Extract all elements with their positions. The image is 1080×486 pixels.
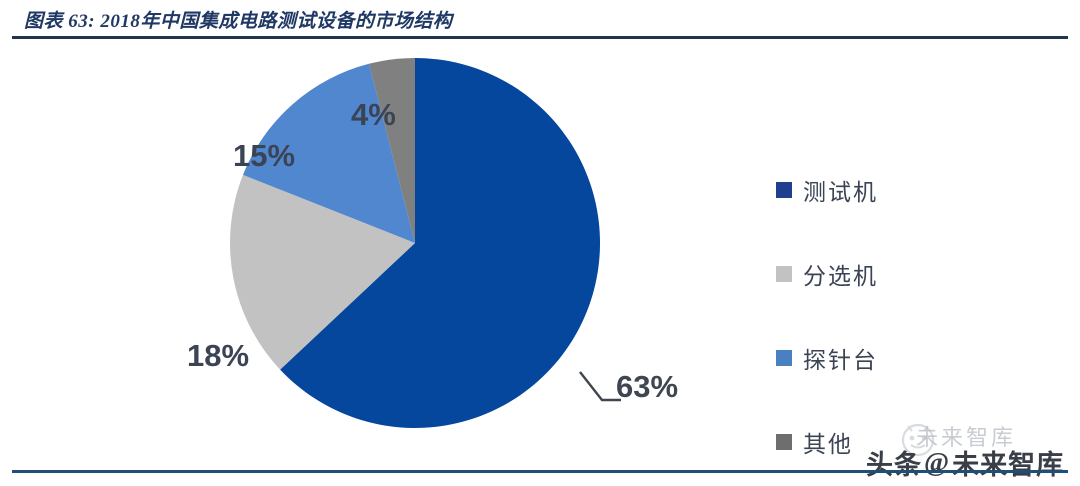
legend-swatch-icon-1	[776, 266, 792, 282]
slice-label-15: 15%	[233, 138, 296, 173]
legend-item-2[interactable]: 探针台	[776, 316, 1006, 400]
toutiao-logo-icon	[901, 423, 935, 457]
watermark-platform: 头条	[866, 450, 922, 480]
figure-title: 图表 63: 2018年中国集成电路测试设备的市场结构	[24, 11, 453, 32]
slice-label-18: 18%	[187, 338, 250, 373]
legend: 测试机 分选机 探针台 其他	[776, 148, 1006, 484]
pie-svg	[229, 58, 601, 428]
pie-slice-0[interactable]	[280, 58, 601, 428]
leader-line-63	[579, 371, 621, 402]
legend-item-1[interactable]: 分选机	[776, 232, 1006, 316]
legend-label-0: 测试机	[803, 180, 878, 205]
legend-swatch-icon-0	[776, 182, 792, 198]
legend-item-3[interactable]: 其他	[776, 400, 1006, 484]
legend-label-3: 其他	[803, 432, 853, 457]
pie-graphic	[228, 56, 602, 430]
watermark: 头条 @ 未来智库	[866, 443, 1064, 482]
watermark-account: 未来智库	[952, 450, 1065, 480]
legend-swatch-icon-3	[776, 434, 792, 450]
pie-slice-2[interactable]	[242, 63, 415, 244]
legend-label-2: 探针台	[803, 348, 878, 373]
footer-divider	[12, 470, 1068, 473]
title-divider-top	[12, 36, 1068, 39]
slice-label-4: 4%	[351, 97, 396, 132]
pie-slice-3[interactable]	[368, 58, 415, 243]
pie-slice-1[interactable]	[229, 174, 415, 370]
slice-label-63: 63%	[616, 369, 679, 404]
legend-swatch-icon-2	[776, 350, 792, 366]
legend-label-1: 分选机	[803, 264, 878, 289]
pie-chart: 63% 18% 15% 4% 测试机 分选机 探针台 其他	[0, 40, 1080, 470]
legend-item-0[interactable]: 测试机	[776, 148, 1006, 232]
watermark-at-icon: @	[924, 447, 951, 477]
